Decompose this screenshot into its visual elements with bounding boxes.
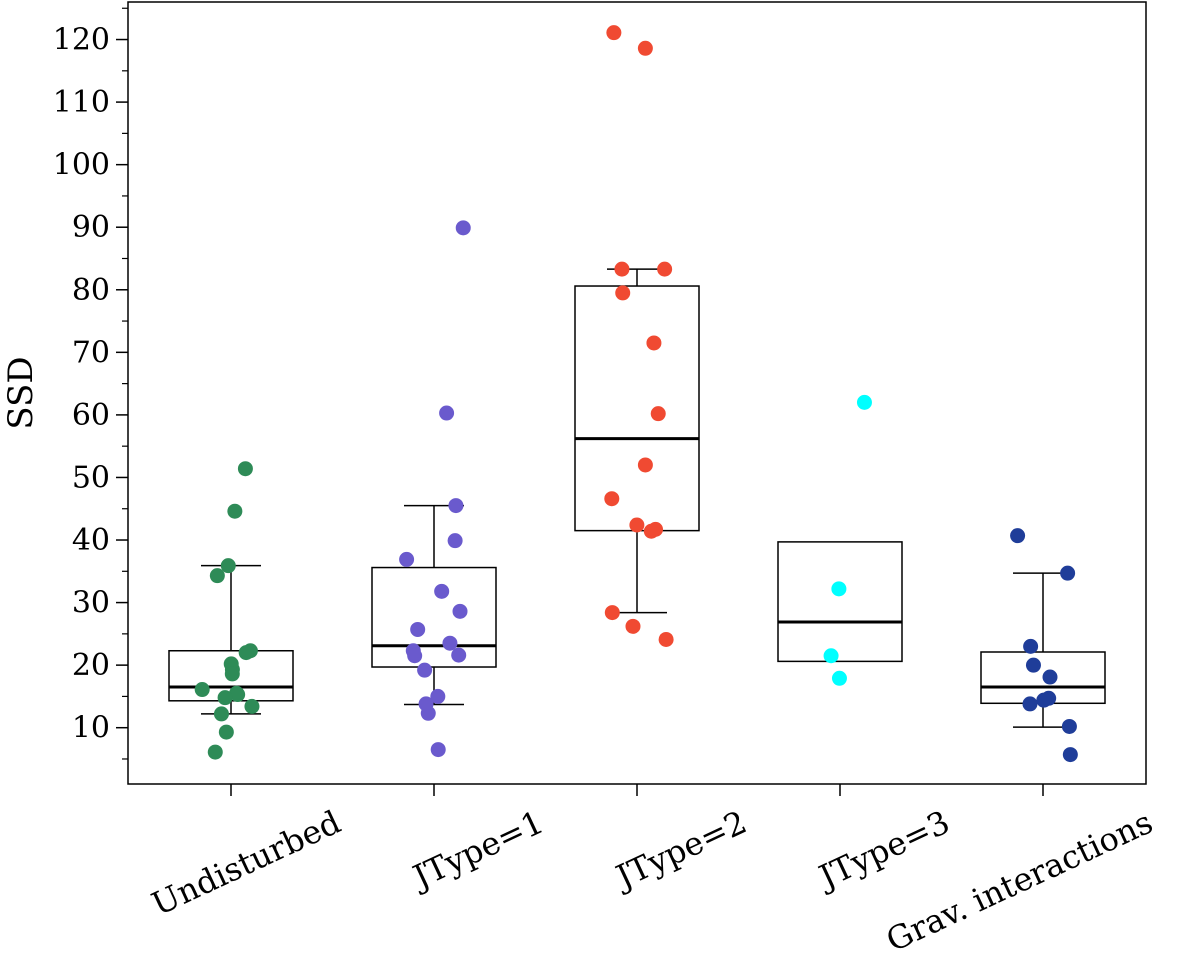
box-iqr	[371, 566, 497, 668]
y-tick-label: 90	[72, 210, 110, 245]
data-point	[448, 498, 464, 514]
boxes-layer	[168, 268, 1106, 728]
y-tick-label: 10	[72, 711, 110, 746]
data-point	[410, 621, 426, 637]
data-point	[447, 533, 463, 549]
data-point	[1036, 692, 1052, 708]
data-point	[1025, 657, 1041, 673]
data-point	[220, 558, 236, 574]
data-point	[207, 744, 223, 760]
data-point	[399, 551, 415, 567]
data-point	[230, 687, 246, 703]
box-group	[371, 504, 497, 706]
data-point	[439, 405, 455, 421]
y-tick-label: 70	[72, 335, 110, 370]
data-point	[213, 706, 229, 722]
y-tick-label: 80	[72, 273, 110, 308]
data-point	[209, 568, 225, 584]
data-point	[637, 457, 653, 473]
data-point	[657, 261, 673, 277]
y-tick-label: 100	[53, 148, 110, 183]
data-point	[407, 648, 423, 664]
x-category-label: JType=2	[608, 803, 753, 897]
data-point	[650, 406, 666, 422]
data-point	[1042, 669, 1058, 685]
data-point	[614, 261, 630, 277]
data-point	[1022, 696, 1038, 712]
data-point	[194, 682, 210, 698]
data-point	[625, 618, 641, 634]
data-point	[606, 25, 622, 41]
data-point	[1062, 747, 1078, 763]
data-point	[451, 647, 467, 663]
data-point	[420, 705, 436, 721]
data-point	[237, 461, 253, 477]
y-tick-label: 60	[72, 398, 110, 433]
data-point	[1061, 718, 1077, 734]
data-point	[637, 40, 653, 56]
data-point	[629, 517, 645, 533]
y-tick-label: 110	[53, 85, 110, 120]
x-category-label: JType=3	[811, 803, 956, 897]
data-point	[430, 742, 446, 758]
x-category-label: JType=1	[405, 803, 550, 897]
data-point	[238, 645, 254, 661]
y-tick-label: 120	[53, 23, 110, 58]
data-point	[417, 662, 433, 678]
box-iqr	[777, 541, 903, 663]
box-iqr	[574, 285, 700, 532]
data-point	[1060, 565, 1076, 581]
data-point	[430, 688, 446, 704]
box-group	[574, 268, 700, 614]
y-axis-title: SSD	[1, 356, 41, 429]
data-point	[658, 631, 674, 647]
data-point	[643, 523, 659, 539]
data-point	[831, 581, 847, 597]
y-axis: 10 20 30 40 50 60 70 80 90 100 110 120	[53, 7, 128, 760]
data-point	[455, 220, 471, 236]
data-point	[224, 666, 240, 682]
data-point	[1023, 638, 1039, 654]
data-point	[646, 335, 662, 351]
data-point	[604, 605, 620, 621]
data-point	[831, 670, 847, 686]
data-point	[217, 690, 233, 706]
box-group	[777, 541, 903, 663]
data-point	[1010, 528, 1026, 544]
data-point	[615, 285, 631, 301]
y-tick-label: 20	[72, 648, 110, 683]
points-layer	[194, 25, 1078, 763]
data-point	[218, 724, 234, 740]
y-tick-label: 40	[72, 523, 110, 558]
data-point	[856, 394, 872, 410]
data-point	[823, 648, 839, 664]
data-point	[442, 635, 458, 651]
data-point	[452, 603, 468, 619]
y-tick-label: 30	[72, 586, 110, 621]
data-point	[434, 583, 450, 599]
data-point	[244, 698, 260, 714]
plot-area-frame	[127, 1, 1147, 785]
x-category-label: Undisturbed	[146, 803, 346, 923]
data-point	[604, 491, 620, 507]
data-point	[227, 503, 243, 519]
y-tick-label: 50	[72, 460, 110, 495]
